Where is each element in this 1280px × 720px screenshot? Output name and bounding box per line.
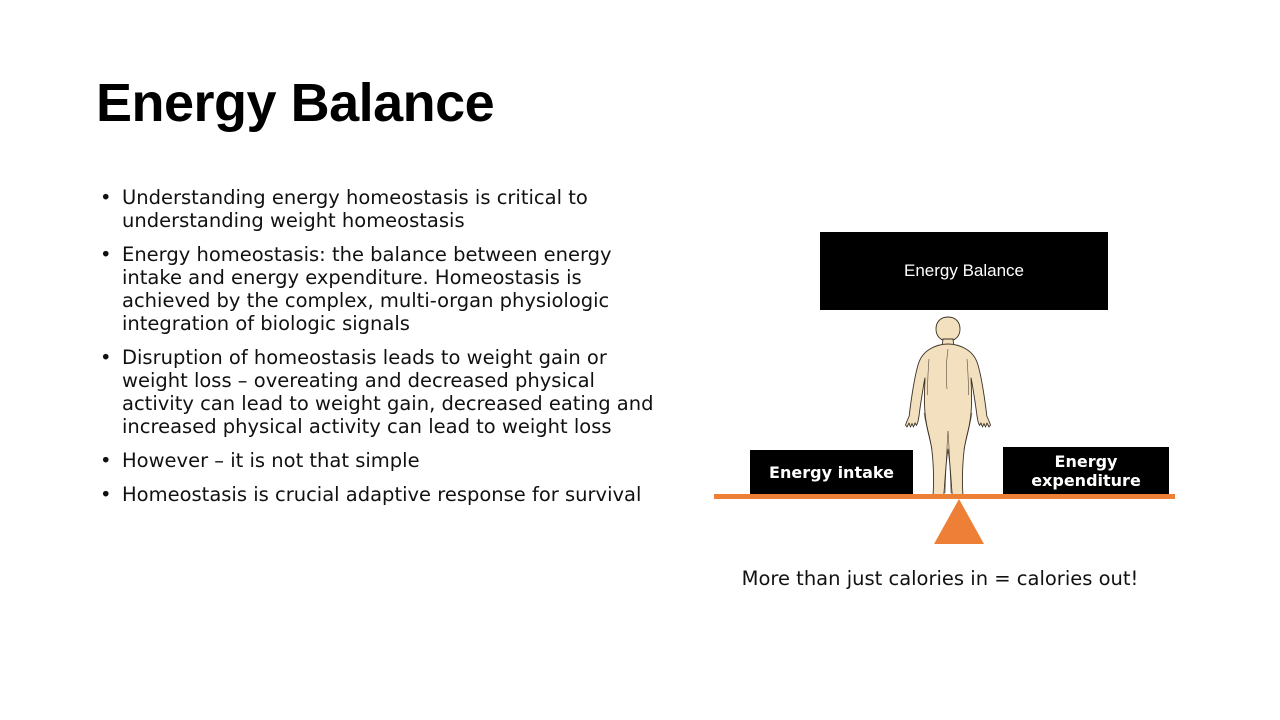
human-body-silhouette-icon (905, 316, 991, 497)
list-item: • Understanding energy homeostasis is cr… (96, 186, 656, 232)
bullet-marker-icon: • (100, 243, 112, 266)
bullet-marker-icon: • (100, 346, 112, 369)
balance-beam (714, 494, 1175, 499)
list-item: • However – it is not that simple (96, 449, 656, 472)
energy-balance-label-text: Energy Balance (903, 261, 1025, 280)
triangle-fulcrum-icon (934, 499, 984, 544)
energy-balance-diagram: Energy Balance Energy intake Energy exp (690, 215, 1190, 605)
bullet-list: • Understanding energy homeostasis is cr… (96, 186, 656, 506)
list-item-text: Disruption of homeostasis leads to weigh… (122, 346, 654, 438)
list-item-text: Energy homeostasis: the balance between … (122, 243, 612, 335)
bullet-marker-icon: • (100, 483, 112, 506)
diagram-caption: More than just calories in = calories ou… (741, 567, 1139, 590)
energy-expenditure-label-box: Energy expenditure (1003, 447, 1169, 495)
list-item: • Disruption of homeostasis leads to wei… (96, 346, 656, 438)
energy-expenditure-label-line1: Energy (1054, 452, 1118, 471)
list-item-text: However – it is not that simple (122, 449, 420, 472)
page-title: Energy Balance (96, 73, 495, 133)
list-item-text: Homeostasis is crucial adaptive response… (122, 483, 642, 506)
energy-expenditure-label-line2: expenditure (1031, 471, 1141, 490)
energy-intake-label-text: Energy intake (769, 462, 894, 482)
energy-balance-label-box: Energy Balance (820, 232, 1108, 310)
list-item-text: Understanding energy homeostasis is crit… (122, 186, 588, 232)
list-item: • Energy homeostasis: the balance betwee… (96, 243, 656, 335)
bullet-marker-icon: • (100, 186, 112, 209)
bullet-marker-icon: • (100, 449, 112, 472)
energy-intake-label-box: Energy intake (750, 450, 913, 494)
list-item: • Homeostasis is crucial adaptive respon… (96, 483, 656, 506)
